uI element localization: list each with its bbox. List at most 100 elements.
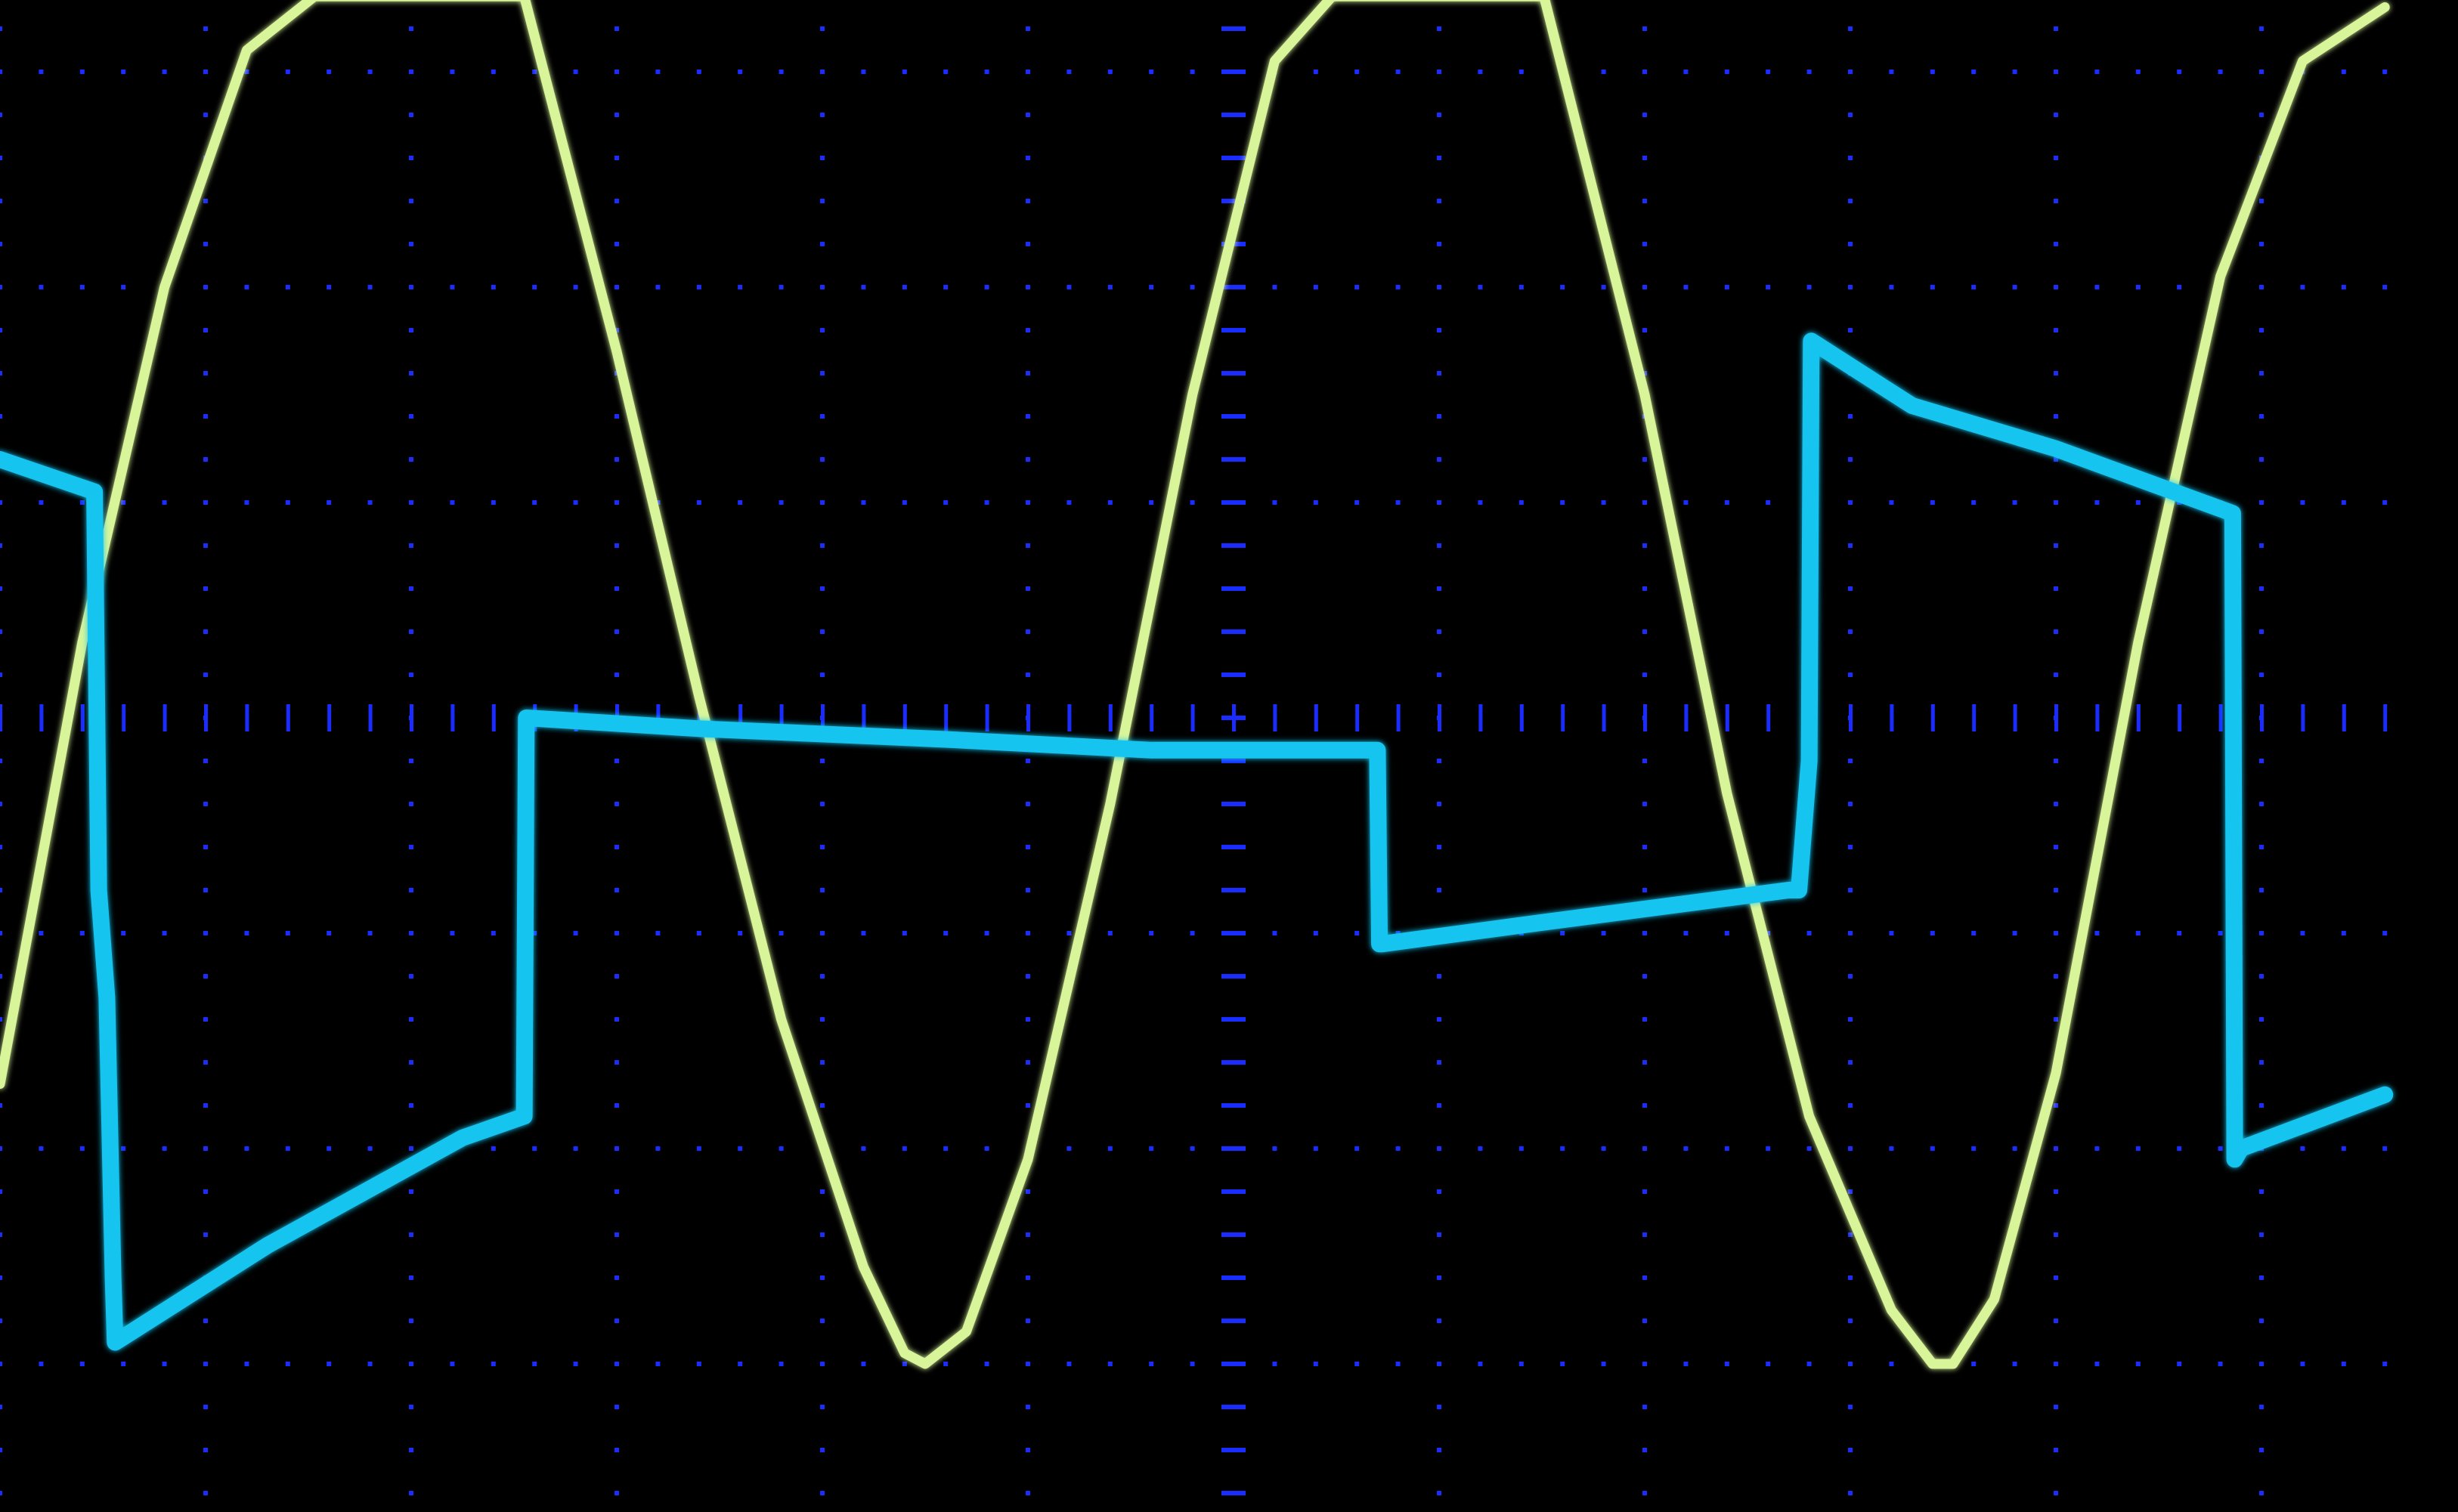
graticule-dot	[0, 113, 2, 117]
graticule-dot	[2382, 931, 2388, 935]
graticule-dot	[655, 500, 661, 505]
graticule-dot	[2054, 716, 2058, 720]
graticule-dot	[820, 1448, 825, 1452]
graticule-dot	[409, 1232, 413, 1237]
graticule-dot	[1437, 1491, 1441, 1495]
graticule-dot	[1354, 1146, 1360, 1151]
graticule-center-tick	[2013, 704, 2017, 731]
graticule-dot	[203, 1146, 208, 1151]
graticule-dot	[1642, 1275, 1647, 1280]
graticule-dot	[820, 70, 825, 74]
graticule-dot	[614, 1448, 619, 1452]
graticule-dot	[409, 1189, 413, 1194]
graticule-dot	[1190, 500, 1195, 505]
graticule-dot	[1683, 1362, 1689, 1366]
graticule-dot	[779, 931, 784, 935]
graticule-dot	[1560, 1362, 1565, 1366]
graticule-dot	[1354, 70, 1360, 74]
graticule-dot	[614, 1405, 619, 1409]
graticule-dot	[1642, 586, 1647, 591]
graticule-dot	[1724, 1362, 1729, 1366]
graticule-center-tick	[1602, 704, 1606, 731]
graticule-dot	[738, 931, 743, 935]
graticule-dot	[696, 931, 701, 935]
graticule-dot	[1026, 888, 1030, 892]
graticule-dot	[614, 371, 619, 376]
graticule-dot	[1601, 1362, 1606, 1366]
graticule-center-tick	[697, 704, 701, 731]
graticule-center-tick	[1478, 704, 1483, 731]
graticule-dot	[943, 500, 949, 505]
graticule-dot	[696, 1362, 701, 1366]
graticule-dot	[614, 1189, 619, 1194]
graticule-dot	[902, 1362, 907, 1366]
graticule-dot	[1437, 1189, 1441, 1194]
graticule-dot	[2259, 1103, 2264, 1108]
graticule-dot	[820, 1232, 825, 1237]
graticule-dot	[203, 586, 208, 591]
graticule-dot	[614, 974, 619, 979]
graticule-dot	[1026, 802, 1030, 806]
graticule-dot	[820, 199, 825, 203]
graticule-dot	[1149, 285, 1154, 289]
graticule-dot	[203, 113, 208, 117]
graticule-dot	[1354, 1362, 1360, 1366]
graticule-dot	[820, 457, 825, 462]
graticule-dot	[1642, 716, 1647, 720]
graticule-dot	[1518, 70, 1524, 74]
graticule-dot	[1190, 70, 1195, 74]
graticule-dot	[1437, 70, 1441, 74]
graticule-dot	[2054, 1103, 2058, 1108]
graticule-dot	[2300, 1362, 2305, 1366]
graticule-dot	[2054, 1275, 2058, 1280]
graticule-dot	[2054, 242, 2058, 246]
graticule-dot	[1848, 156, 1853, 160]
graticule-dot	[2341, 931, 2346, 935]
graticule-dot	[2341, 285, 2346, 289]
graticule-dot	[820, 414, 825, 419]
graticule-dot	[1642, 543, 1647, 548]
graticule-dot	[902, 500, 907, 505]
graticule-dot	[738, 285, 743, 289]
graticule-dot	[1766, 1362, 1771, 1366]
graticule-dot	[1190, 285, 1195, 289]
graticule-dot	[820, 931, 825, 935]
graticule-dot	[409, 199, 413, 203]
graticule-dot	[0, 242, 2, 246]
graticule-center-tick	[122, 704, 126, 731]
graticule-dot	[0, 1103, 2, 1108]
graticule-center-tick	[1396, 704, 1401, 731]
graticule-dot	[2135, 285, 2141, 289]
graticule-center-tick	[1930, 704, 1935, 731]
graticule-center-tick	[1684, 704, 1689, 731]
graticule-dot	[1724, 500, 1729, 505]
graticule-dot	[1272, 500, 1277, 505]
graticule-dot	[2300, 1146, 2305, 1151]
graticule-dot	[203, 500, 208, 505]
graticule-dot	[2259, 199, 2264, 203]
graticule-dot	[573, 931, 578, 935]
graticule-dot	[1848, 242, 1853, 246]
graticule-dot	[2177, 285, 2182, 289]
graticule-dot	[1848, 931, 1853, 935]
graticule-dot	[2054, 974, 2058, 979]
graticule-dot	[779, 70, 784, 74]
graticule-dot	[2012, 1146, 2017, 1151]
graticule-dot	[1026, 70, 1030, 74]
graticule-dot	[450, 931, 455, 935]
graticule-dot	[1683, 500, 1689, 505]
graticule-dot	[614, 802, 619, 806]
graticule-dot	[409, 414, 413, 419]
graticule-dot	[244, 931, 249, 935]
graticule-center-tick	[1221, 414, 1246, 419]
graticule-dot	[1026, 1405, 1030, 1409]
graticule-dot	[1848, 113, 1853, 117]
graticule-dot	[2259, 1060, 2264, 1065]
graticule-dot	[203, 888, 208, 892]
graticule-center-tick	[1221, 70, 1246, 74]
graticule-dot	[984, 1146, 989, 1151]
graticule-dot	[820, 1060, 825, 1065]
graticule-dot	[1642, 26, 1647, 31]
graticule-dot	[0, 543, 2, 548]
graticule-dot	[409, 802, 413, 806]
